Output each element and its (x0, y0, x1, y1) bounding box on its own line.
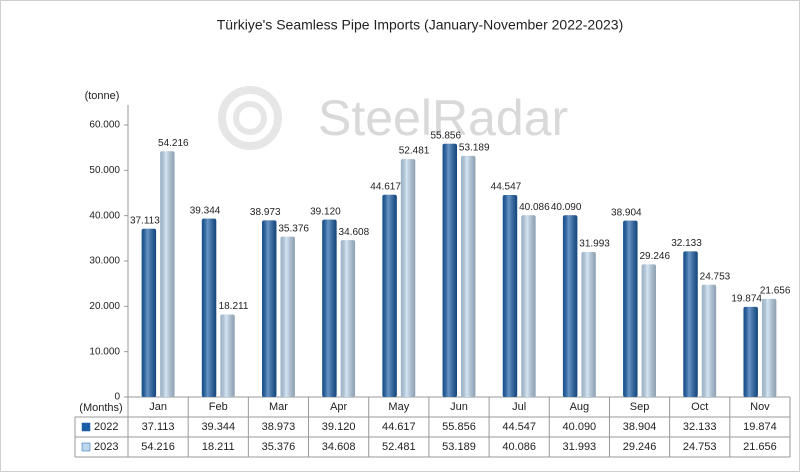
table-cell: 44.617 (382, 421, 416, 433)
x-tick-label: Oct (691, 401, 708, 413)
bar-shade (641, 264, 656, 397)
y-tick-label: 10.000 (89, 346, 120, 357)
x-tick-label: Nov (750, 401, 770, 413)
bar-shade (220, 314, 235, 397)
data-label: 34.608 (339, 227, 370, 238)
x-tick-label: Jun (450, 401, 468, 413)
bar-shade (280, 236, 295, 397)
x-tick-label: Sep (630, 401, 650, 413)
bar-shade (623, 220, 638, 397)
x-axis-label: (Months) (79, 402, 122, 414)
data-label: 37.113 (130, 215, 160, 226)
x-tick-label: Jul (512, 401, 526, 413)
legend-label: 2023 (94, 441, 118, 453)
data-label: 39.120 (310, 206, 341, 217)
data-label: 44.617 (370, 181, 401, 192)
x-tick-label: Jan (149, 401, 167, 413)
table-cell: 55.856 (442, 421, 476, 433)
watermark: SteelRadar (318, 90, 568, 146)
table-cell: 21.656 (743, 441, 777, 453)
table-cell: 39.120 (322, 421, 356, 433)
table-cell: 24.753 (683, 441, 717, 453)
bar-shade (701, 284, 717, 397)
bar-shade (502, 195, 518, 397)
bar-shade (761, 298, 777, 397)
data-label: 24.753 (700, 271, 731, 282)
x-tick-label: Apr (330, 401, 347, 413)
table-cell: 29.246 (623, 441, 657, 453)
table-cell: 32.133 (683, 421, 717, 433)
data-label: 39.344 (190, 205, 221, 216)
y-tick-label: 20.000 (89, 301, 120, 312)
table-cell: 38.904 (623, 421, 657, 433)
y-tick-label: 40.000 (89, 210, 120, 221)
table-cell: 18.211 (202, 441, 235, 453)
legend-label: 2022 (94, 421, 118, 433)
legend-swatch (81, 422, 91, 432)
table-cell: 54.216 (141, 441, 175, 453)
bar-shade (743, 306, 758, 397)
table-cell: 34.608 (322, 441, 356, 453)
bar-shade (160, 151, 175, 397)
bar-shade (340, 240, 356, 397)
table-cell: 53.189 (442, 441, 476, 453)
bar-shade (201, 218, 217, 397)
chart-title: Türkiye's Seamless Pipe Imports (January… (217, 17, 624, 33)
table-cell: 19.874 (743, 421, 777, 433)
table-cell: 44.547 (502, 421, 536, 433)
data-label: 19.874 (731, 294, 762, 305)
legend-swatch (81, 442, 91, 452)
watermark-logo (218, 86, 282, 150)
data-label: 38.973 (250, 207, 281, 218)
x-tick-label: Mar (269, 401, 288, 413)
data-label: 40.086 (519, 202, 550, 213)
data-label: 29.246 (639, 251, 670, 262)
bar-shade (683, 251, 698, 397)
data-label: 54.216 (158, 138, 189, 149)
data-label: 21.656 (760, 285, 791, 296)
x-tick-label: Feb (209, 401, 228, 413)
data-label: 52.481 (399, 146, 430, 157)
table-cell: 40.086 (502, 441, 536, 453)
data-label: 32.133 (671, 238, 702, 249)
bar-shade (562, 215, 578, 397)
y-axis-label: (tonne) (85, 90, 120, 102)
table-cell: 38.973 (262, 421, 296, 433)
table-cell: 40.090 (563, 421, 597, 433)
table-cell: 35.376 (262, 441, 296, 453)
bar-shade (581, 251, 596, 397)
x-tick-label: Aug (570, 401, 590, 413)
y-tick-label: 50.000 (89, 165, 120, 176)
data-label: 31.993 (579, 239, 610, 250)
table-cell: 39.344 (201, 421, 235, 433)
table-cell: 31.993 (563, 441, 597, 453)
bar-shade (461, 155, 476, 397)
bar-shade (141, 228, 157, 397)
y-tick-label: 60.000 (89, 120, 120, 131)
data-label: 53.189 (459, 143, 490, 154)
bar-shade (382, 194, 397, 397)
data-label: 18.211 (219, 301, 249, 312)
data-label: 40.090 (551, 202, 582, 213)
bar-shade (262, 220, 277, 397)
bar-shade (322, 219, 337, 397)
table-cell: 52.481 (382, 441, 416, 453)
data-label: 38.904 (611, 207, 642, 218)
bar-shade (442, 143, 457, 397)
y-tick-label: 0 (114, 392, 120, 403)
data-label: 55.856 (430, 130, 461, 141)
table-cell: 37.113 (142, 421, 175, 433)
bar-shade (521, 215, 536, 397)
x-tick-label: May (388, 401, 409, 413)
bar-shade (400, 159, 416, 397)
data-label: 35.376 (278, 223, 309, 234)
data-label: 44.547 (491, 182, 522, 193)
y-tick-label: 30.000 (89, 256, 120, 267)
